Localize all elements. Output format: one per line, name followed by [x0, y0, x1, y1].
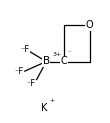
Text: ⁻F: ⁻F — [20, 45, 29, 54]
Text: C: C — [60, 56, 67, 67]
Text: ⁻: ⁻ — [68, 52, 71, 57]
Text: ⁻F: ⁻F — [27, 79, 36, 88]
Text: B: B — [43, 56, 50, 67]
Text: +: + — [49, 98, 54, 103]
Text: 3+: 3+ — [52, 52, 61, 57]
Text: ⁻F: ⁻F — [15, 67, 24, 76]
Text: K: K — [41, 103, 47, 113]
Text: O: O — [86, 20, 94, 30]
